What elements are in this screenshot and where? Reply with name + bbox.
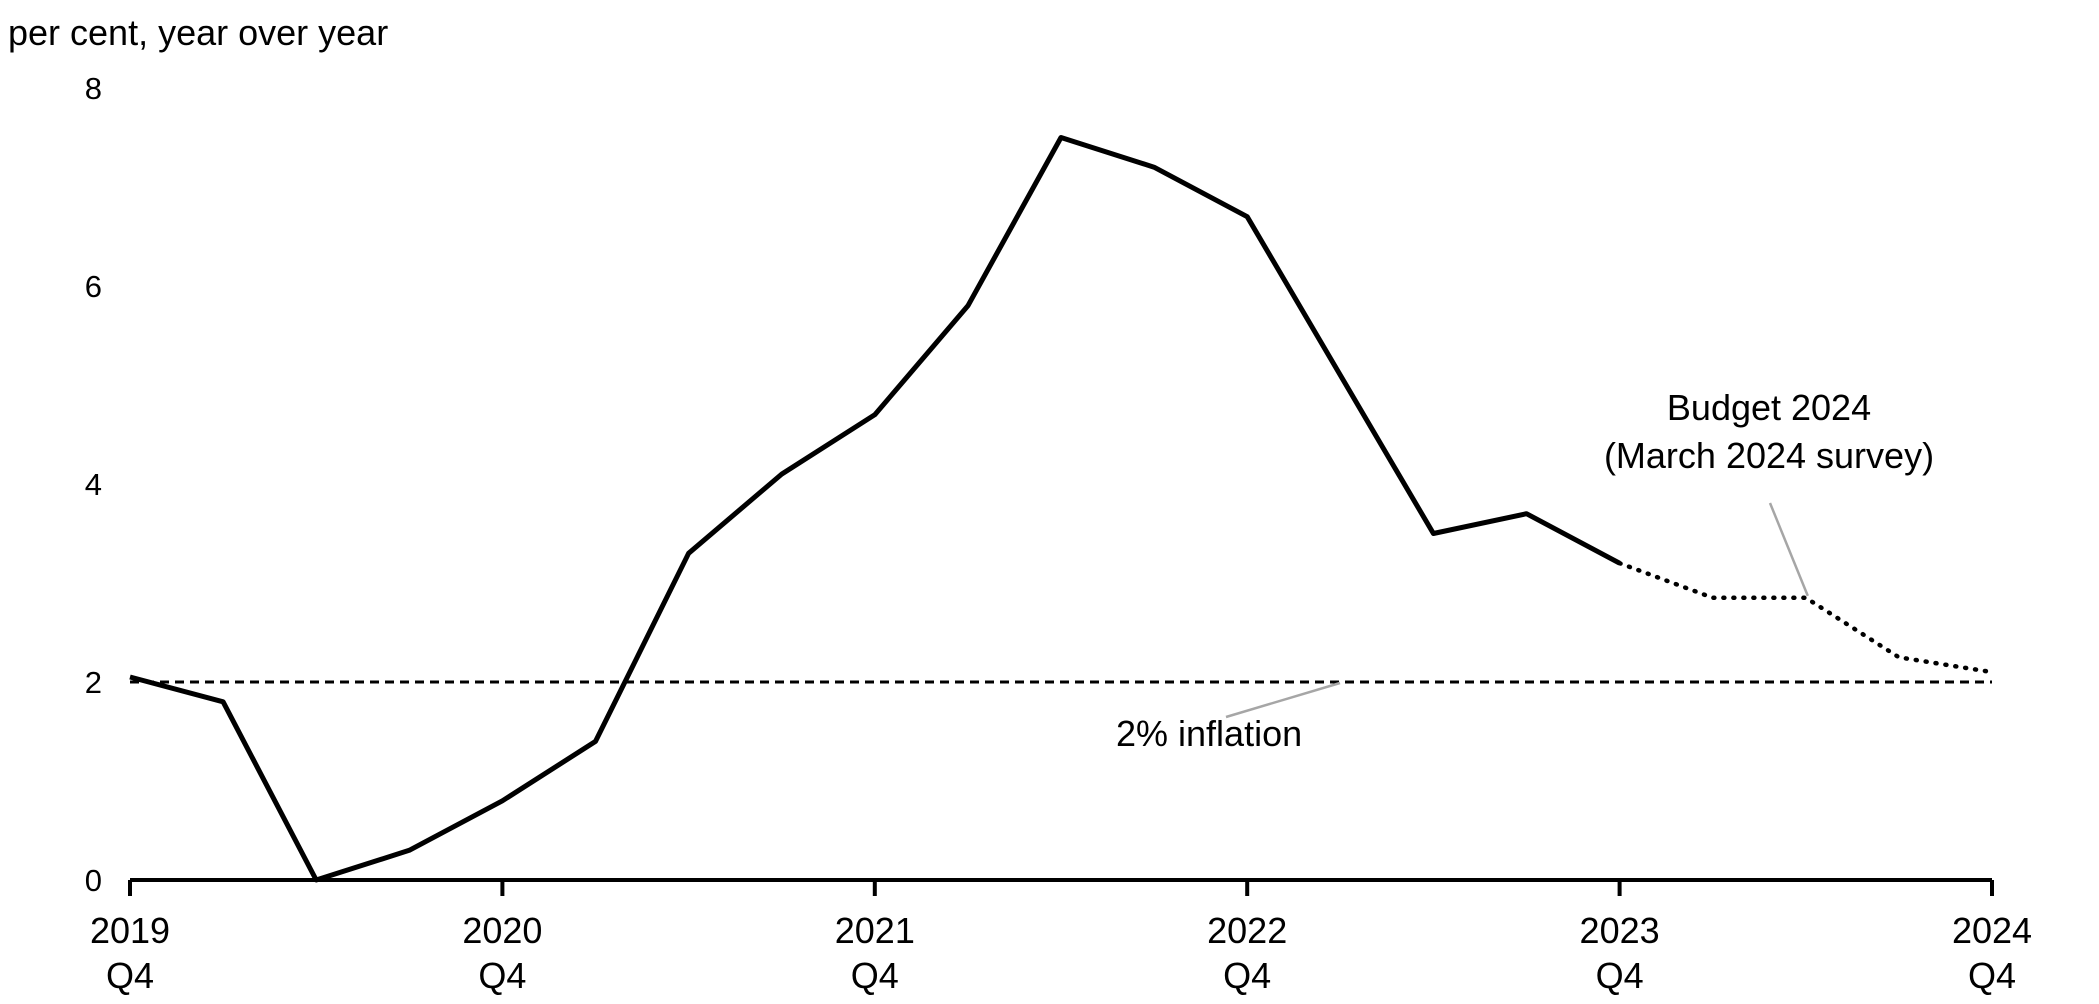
x-tick-quarter: Q4 bbox=[478, 955, 526, 996]
series-layer bbox=[129, 135, 1995, 883]
y-tick-label: 0 bbox=[85, 863, 102, 898]
annotation-layer: Budget 2024 (March 2024 survey) 2% inflati… bbox=[1116, 387, 1934, 754]
y-axis-title: per cent, year over year bbox=[8, 12, 388, 53]
actual-line bbox=[129, 135, 1621, 883]
x-tick-quarter: Q4 bbox=[1223, 955, 1271, 996]
x-tick-quarter: Q4 bbox=[1968, 955, 2016, 996]
x-tick-year: 2024 bbox=[1952, 910, 2032, 951]
y-tick-label: 8 bbox=[85, 71, 102, 106]
x-tick-year: 2023 bbox=[1580, 910, 1660, 951]
y-tick-label: 4 bbox=[85, 467, 102, 502]
forecast-line bbox=[1617, 560, 1995, 675]
annotation-forecast-leader bbox=[1768, 502, 1809, 597]
y-tick-label: 6 bbox=[85, 269, 102, 304]
x-tick-year: 2022 bbox=[1207, 910, 1287, 951]
x-tick-quarter: Q4 bbox=[1596, 955, 1644, 996]
y-tick-label: 2 bbox=[85, 665, 102, 700]
y-axis-ticks: 0 2 4 6 8 bbox=[85, 71, 102, 898]
x-tick-year: 2019 bbox=[90, 910, 170, 951]
x-tick-year: 2021 bbox=[835, 910, 915, 951]
x-tick-year: 2020 bbox=[462, 910, 542, 951]
annotation-forecast-label: Budget 2024 bbox=[1667, 387, 1871, 428]
annotation-reference-leader bbox=[1225, 681, 1341, 719]
x-tick-quarter: Q4 bbox=[106, 955, 154, 996]
annotation-forecast-label: (March 2024 survey) bbox=[1604, 435, 1934, 476]
annotation-reference-label: 2% inflation bbox=[1116, 713, 1302, 754]
x-tick-quarter: Q4 bbox=[851, 955, 899, 996]
